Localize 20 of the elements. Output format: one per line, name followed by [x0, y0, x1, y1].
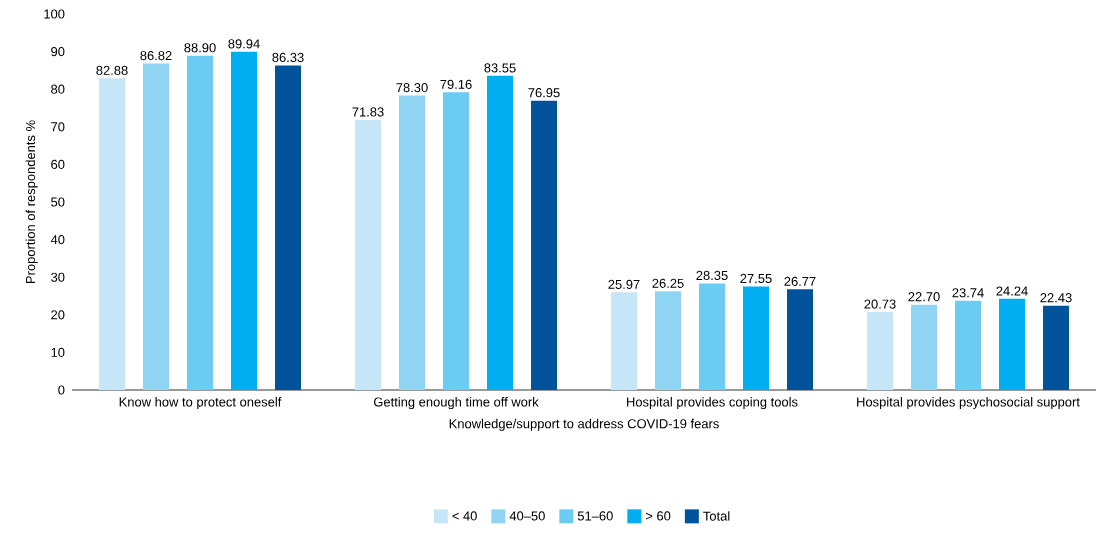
bar	[999, 298, 1026, 390]
bar	[611, 292, 638, 390]
bar	[743, 286, 770, 390]
bar	[487, 75, 514, 390]
bar	[187, 55, 214, 390]
bar	[355, 119, 382, 390]
bar	[399, 95, 426, 390]
bar	[143, 63, 170, 390]
bar	[1043, 305, 1070, 390]
bar	[911, 304, 938, 390]
bar	[867, 312, 894, 390]
bar	[955, 300, 982, 390]
bar	[275, 65, 302, 390]
bar	[655, 291, 682, 390]
bar	[699, 283, 726, 390]
bar	[787, 289, 814, 390]
bar	[99, 78, 126, 390]
bar	[531, 100, 558, 390]
bar	[231, 51, 258, 390]
bar	[443, 92, 470, 390]
